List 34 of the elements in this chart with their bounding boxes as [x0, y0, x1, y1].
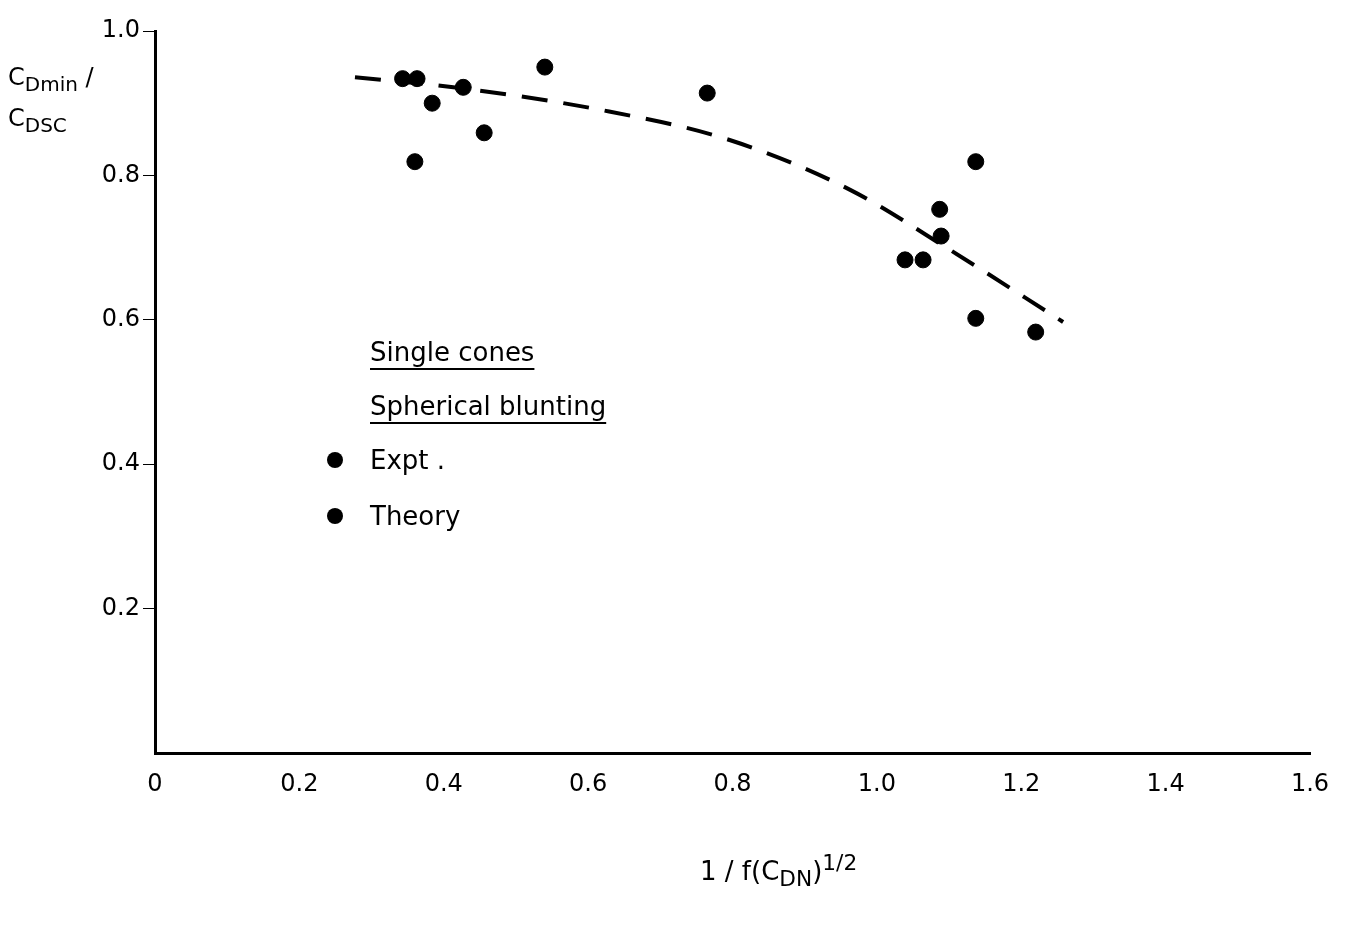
point	[408, 70, 426, 88]
x-tick-label: 0.8	[713, 768, 752, 797]
x-tick-label: 0.4	[424, 768, 463, 797]
x-tick-label: 0.2	[280, 768, 319, 797]
point	[914, 251, 932, 269]
point	[475, 124, 493, 142]
point	[931, 200, 949, 218]
y-tick-label: 0.4	[101, 448, 140, 477]
legend-label: Expt .	[370, 445, 446, 475]
point	[967, 153, 985, 171]
point	[394, 70, 412, 88]
point	[536, 58, 554, 76]
x-tick-label: 1.0	[857, 768, 896, 797]
point	[698, 84, 716, 102]
point	[423, 94, 441, 112]
legend-title: Single cones Spherical blunting	[370, 337, 607, 421]
point	[896, 251, 914, 269]
x-axis-title: 1 / f(C$_{DN}$)$^{1/2}$	[700, 850, 858, 891]
y-tick-label: 0.6	[101, 304, 140, 333]
text: C$_{Dmin}$ / C$_{DSC}$	[8, 63, 94, 137]
legend-label: Theory	[369, 501, 461, 531]
y-tick-label: 1.0	[101, 15, 140, 44]
point	[932, 227, 950, 245]
point	[454, 78, 472, 96]
y-tick-label: 0.2	[101, 592, 140, 621]
x-tick-label: 0.6	[569, 768, 608, 797]
x-tick-label: 1.2	[1002, 768, 1041, 797]
x-tick-label: 1.4	[1146, 768, 1185, 797]
point	[967, 309, 985, 327]
x-tick-label: 0	[147, 768, 163, 797]
point	[1027, 323, 1045, 341]
x-tick-label: 1.6	[1290, 768, 1330, 797]
y-tick-label: 0.8	[101, 159, 140, 188]
point	[406, 153, 424, 171]
